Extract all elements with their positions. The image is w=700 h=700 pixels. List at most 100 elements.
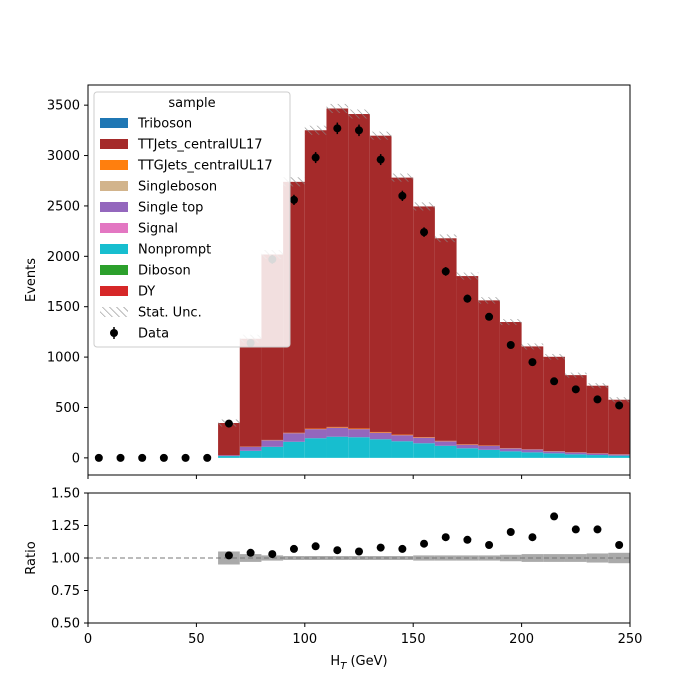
ratio-xtick-label-1: 50 [188,632,205,647]
data-point-23 [593,395,602,404]
ratio-point-16 [571,525,580,534]
ratio-point-9 [420,539,429,548]
stat-unc-band-13 [369,131,392,140]
ratio-point-8 [398,544,407,553]
stack-bar-nonprompt-20 [521,452,544,458]
legend-swatch-8 [100,286,128,296]
stack-bar-ttgjets-centralul17-13 [369,431,392,433]
legend-box [93,91,291,348]
ratio-point-11 [463,535,472,544]
legend-swatch-stat-unc [100,307,128,317]
x-axis-label-unit: (GeV) [346,654,387,669]
ratio-ytick-label-3: 1.25 [51,519,80,534]
main-ytick-label-7: 3500 [47,99,80,114]
data-point-24 [615,401,624,410]
data-point-20 [528,358,537,367]
stack-bar-single-top-10 [304,429,327,439]
ratio-xtick-label-4: 200 [509,632,534,647]
stack-bar-ttgjets-centralul17-10 [304,428,327,430]
stack-bar-nonprompt-22 [564,454,587,458]
ratio-unc-band-16 [564,554,587,562]
legend-label-8: DY [138,285,155,300]
data-point-4 [181,453,190,462]
legend-label-10: Data [138,327,169,342]
stack-bar-single-top-23 [586,453,609,456]
stack-bar-nonprompt-12 [348,437,370,458]
legend-label-3: Singleboson [138,180,217,195]
stack-bar-nonprompt-21 [543,453,565,458]
ratio-ytick-label-2: 1.00 [51,552,80,567]
legend-title: sample [168,96,215,111]
stack-bar-nonprompt-23 [586,455,609,458]
data-point-1 [116,453,125,462]
data-point-10 [311,153,320,162]
stack-bar-nonprompt-10 [304,438,327,458]
stat-unc-band-12 [348,109,370,119]
ratio-xtick-label-0: 0 [84,632,92,647]
legend: sample Triboson TTJets_centralUL17 TTGJets_… [93,91,291,348]
stat-unc-band-21 [543,353,565,360]
stat-unc-band-19 [499,319,522,326]
ratio-point-0 [224,551,233,560]
legend-swatch-4 [100,202,128,212]
stack-bar-ttgjets-centralul17-11 [326,426,349,428]
stack-bar-ttjets-centralul17-14 [391,177,414,435]
stat-unc-band-9 [283,177,305,187]
legend-label-4: Single top [138,201,203,216]
stat-unc-band-15 [413,202,435,211]
stack-bar-ttjets-centralul17-13 [369,135,392,432]
stat-unc-band-22 [564,372,587,378]
legend-data-marker [110,329,118,337]
data-point-3 [159,453,168,462]
stack-bar-single-top-6 [218,455,240,457]
legend-label-5: Signal [138,222,178,237]
stack-bar-ttjets-centralul17-7 [239,338,262,447]
ratio-point-14 [528,533,537,542]
stack-bar-ttjets-centralul17-24 [608,399,630,455]
ratio-y-axis-label: Ratio [24,541,39,574]
ratio-point-10 [441,533,450,542]
stack-bar-ttjets-centralul17-6 [218,423,240,456]
stack-bar-single-top-20 [521,449,544,453]
data-point-17 [463,294,472,303]
ratio-point-2 [268,550,277,559]
stack-bar-single-top-7 [239,446,262,451]
ratio-point-15 [550,512,559,521]
legend-label-6: Nonprompt [138,243,211,258]
ratio-unc-band-17 [586,553,609,563]
data-point-12 [355,126,363,135]
ratio-unc-band-10 [434,555,457,561]
ratio-unc-band-3 [283,556,305,560]
stack-bar-ttjets-centralul17-16 [434,238,457,441]
stack-bar-ttgjets-centralul17-15 [413,437,435,438]
x-axis-label-main: H [330,654,340,669]
data-point-6 [224,419,233,428]
stack-bar-nonprompt-7 [239,450,262,458]
main-ytick-label-0: 0 [72,451,80,466]
stat-unc-band-10 [304,125,327,135]
stack-bar-single-top-12 [348,429,370,438]
stat-unc-band-11 [326,103,349,114]
legend-label-2: TTGJets_centralUL17 [137,159,273,174]
legend-swatch-2 [100,160,128,170]
ratio-point-7 [376,543,385,552]
data-point-14 [398,191,407,200]
legend-swatch-6 [100,244,128,254]
stack-bar-single-top-8 [261,440,284,447]
data-point-0 [94,453,103,462]
ratio-point-18 [615,541,624,549]
x-axis-label-sub: T [340,661,347,672]
ratio-panel: 0.50 0.75 1.00 1.25 1.50 0 50 100 150 200 250 Ratio… [24,487,642,673]
data-point-22 [571,385,580,394]
legend-label-9: Stat. Unc. [138,306,202,321]
data-point-19 [506,341,515,349]
ratio-point-17 [593,525,602,534]
data-point-5 [203,453,212,462]
main-ytick-label-6: 3000 [47,149,80,164]
stat-unc-band-17 [456,272,479,280]
data-point-9 [289,195,298,204]
ratio-point-4 [311,542,320,551]
stack-bar-single-top-9 [283,433,305,442]
stack-bar-single-top-22 [564,452,587,455]
stack-bar-nonprompt-24 [608,455,630,458]
